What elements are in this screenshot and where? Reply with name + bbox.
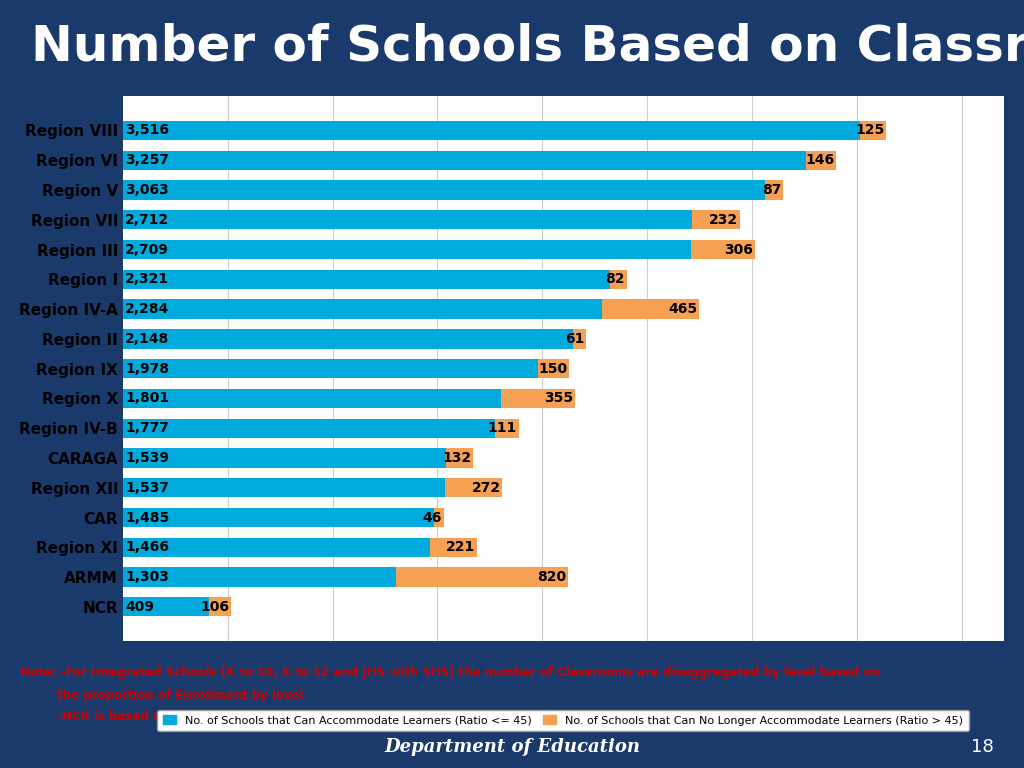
Bar	[602, 300, 699, 319]
Bar	[445, 449, 473, 468]
Bar	[430, 538, 476, 557]
Bar	[123, 300, 602, 319]
Text: 1,485: 1,485	[125, 511, 169, 525]
Text: 146: 146	[806, 154, 835, 167]
Text: 409: 409	[125, 600, 154, 614]
Text: 3,257: 3,257	[125, 154, 169, 167]
Text: 1,466: 1,466	[125, 540, 169, 554]
Bar	[123, 598, 209, 617]
Text: -NCR is based on Two Shifts: -NCR is based on Two Shifts	[20, 710, 243, 723]
Bar	[123, 121, 860, 140]
Bar	[123, 478, 445, 498]
Bar	[123, 449, 445, 468]
Bar	[806, 151, 837, 170]
Bar	[123, 359, 538, 379]
Bar	[691, 210, 740, 230]
Text: 46: 46	[423, 511, 442, 525]
Bar	[501, 389, 574, 408]
Bar	[573, 329, 586, 349]
Text: 132: 132	[442, 451, 472, 465]
Bar	[123, 329, 573, 349]
Text: 1,303: 1,303	[125, 570, 169, 584]
Bar	[396, 568, 568, 587]
Bar	[445, 478, 502, 498]
Text: 820: 820	[538, 570, 566, 584]
Bar	[123, 538, 430, 557]
Text: 150: 150	[539, 362, 567, 376]
Text: the proportion of Enrollment by level: the proportion of Enrollment by level	[20, 689, 304, 702]
Text: 2,284: 2,284	[125, 302, 169, 316]
Bar	[765, 180, 783, 200]
Bar	[496, 419, 519, 438]
Bar	[434, 508, 443, 527]
Text: 2,321: 2,321	[125, 273, 169, 286]
Text: 1,539: 1,539	[125, 451, 169, 465]
Bar	[123, 508, 434, 527]
Text: 465: 465	[669, 302, 697, 316]
Text: 232: 232	[710, 213, 738, 227]
Text: 1,777: 1,777	[125, 421, 169, 435]
Text: 272: 272	[471, 481, 501, 495]
Text: 355: 355	[544, 392, 573, 406]
Bar	[123, 240, 691, 260]
Bar	[123, 270, 609, 289]
Text: 2,712: 2,712	[125, 213, 169, 227]
Bar	[123, 419, 496, 438]
Text: 125: 125	[855, 124, 885, 137]
Bar	[123, 210, 691, 230]
Bar	[691, 240, 755, 260]
Text: 1,537: 1,537	[125, 481, 169, 495]
Text: Department of Education: Department of Education	[384, 738, 640, 756]
Text: 1,801: 1,801	[125, 392, 169, 406]
Bar	[209, 598, 230, 617]
Text: 2,709: 2,709	[125, 243, 169, 257]
Text: 3,516: 3,516	[125, 124, 169, 137]
Text: 2,148: 2,148	[125, 332, 169, 346]
Bar	[123, 389, 501, 408]
Text: Note: -For Integrated Schools (K to 10, K to 12 and JHS with SHS) the number of : Note: -For Integrated Schools (K to 10, …	[20, 666, 881, 679]
Text: 106: 106	[200, 600, 229, 614]
Bar	[123, 180, 765, 200]
Text: 1,978: 1,978	[125, 362, 169, 376]
Text: Number of Schools Based on Classroom: Number of Schools Based on Classroom	[31, 22, 1024, 70]
Bar	[123, 568, 396, 587]
Bar	[860, 121, 887, 140]
Text: 111: 111	[487, 421, 517, 435]
Text: 87: 87	[762, 183, 781, 197]
Text: 82: 82	[605, 273, 625, 286]
Text: 3,063: 3,063	[125, 183, 169, 197]
Bar	[123, 151, 806, 170]
Text: 306: 306	[725, 243, 754, 257]
Legend: No. of Schools that Can Accommodate Learners (Ratio <= 45), No. of Schools that : No. of Schools that Can Accommodate Lear…	[158, 710, 969, 731]
Text: 221: 221	[445, 540, 475, 554]
Bar	[609, 270, 627, 289]
Text: 18: 18	[971, 738, 993, 756]
Bar	[538, 359, 569, 379]
Text: 61: 61	[565, 332, 585, 346]
